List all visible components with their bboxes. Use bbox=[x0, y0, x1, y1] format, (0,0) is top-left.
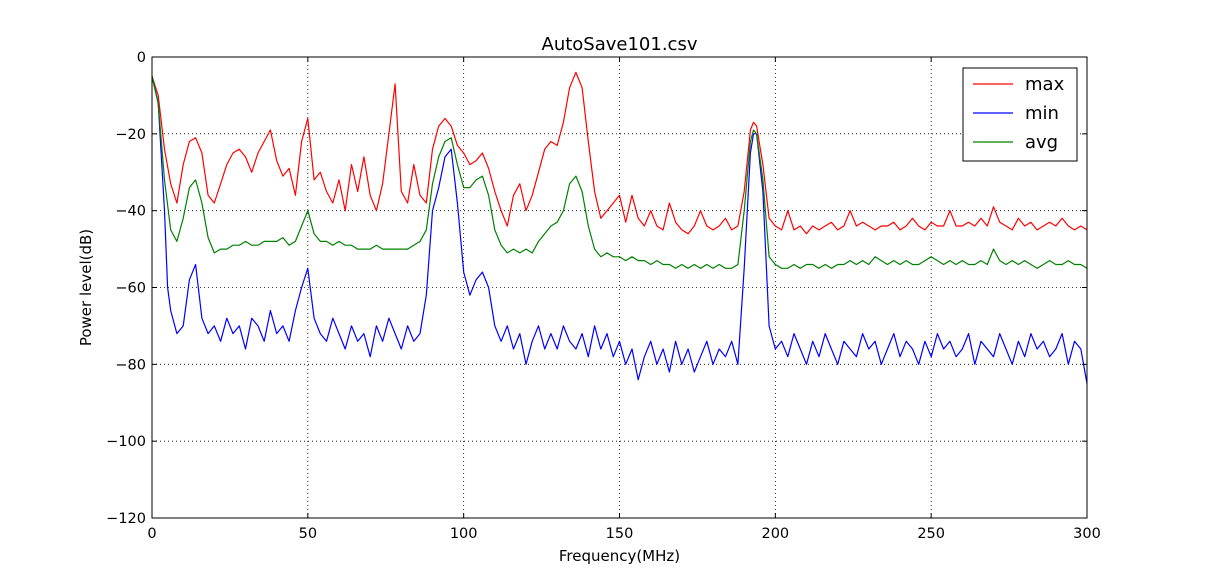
y-tick-label: −80 bbox=[115, 357, 146, 373]
legend-label-avg: avg bbox=[1025, 132, 1058, 153]
x-tick-label: 200 bbox=[761, 526, 789, 542]
grid bbox=[151, 56, 1088, 519]
x-tick-label: 0 bbox=[147, 526, 156, 542]
y-tick-label: −100 bbox=[106, 434, 146, 450]
y-tick-label: 0 bbox=[137, 50, 146, 66]
y-tick-label: −40 bbox=[115, 204, 146, 220]
axis-ticks: 0 50 100 150 200 250 300 0 −20 −40 −60 −80 −100 −120 bbox=[106, 50, 1101, 542]
legend-label-max: max bbox=[1025, 74, 1065, 95]
x-tick-label: 50 bbox=[299, 526, 317, 542]
x-axis-title: Frequency(MHz) bbox=[559, 547, 680, 565]
x-tick-label: 300 bbox=[1073, 526, 1101, 542]
x-tick-label: 250 bbox=[917, 526, 945, 542]
legend-label-min: min bbox=[1025, 103, 1059, 124]
chart-title: AutoSave101.csv bbox=[542, 34, 698, 55]
y-tick-label: −120 bbox=[106, 511, 146, 527]
y-tick-label: −20 bbox=[115, 127, 146, 143]
x-tick-label: 150 bbox=[606, 526, 634, 542]
series-lines bbox=[151, 71, 1088, 384]
series-line-avg bbox=[151, 76, 1088, 269]
legend: max min avg bbox=[962, 67, 1078, 162]
series-line-min bbox=[151, 76, 1088, 384]
x-tick-label: 100 bbox=[450, 526, 478, 542]
y-tick-label: −60 bbox=[115, 281, 146, 297]
series-line-max bbox=[151, 71, 1088, 235]
y-axis-title: Power level(dB) bbox=[77, 229, 95, 346]
